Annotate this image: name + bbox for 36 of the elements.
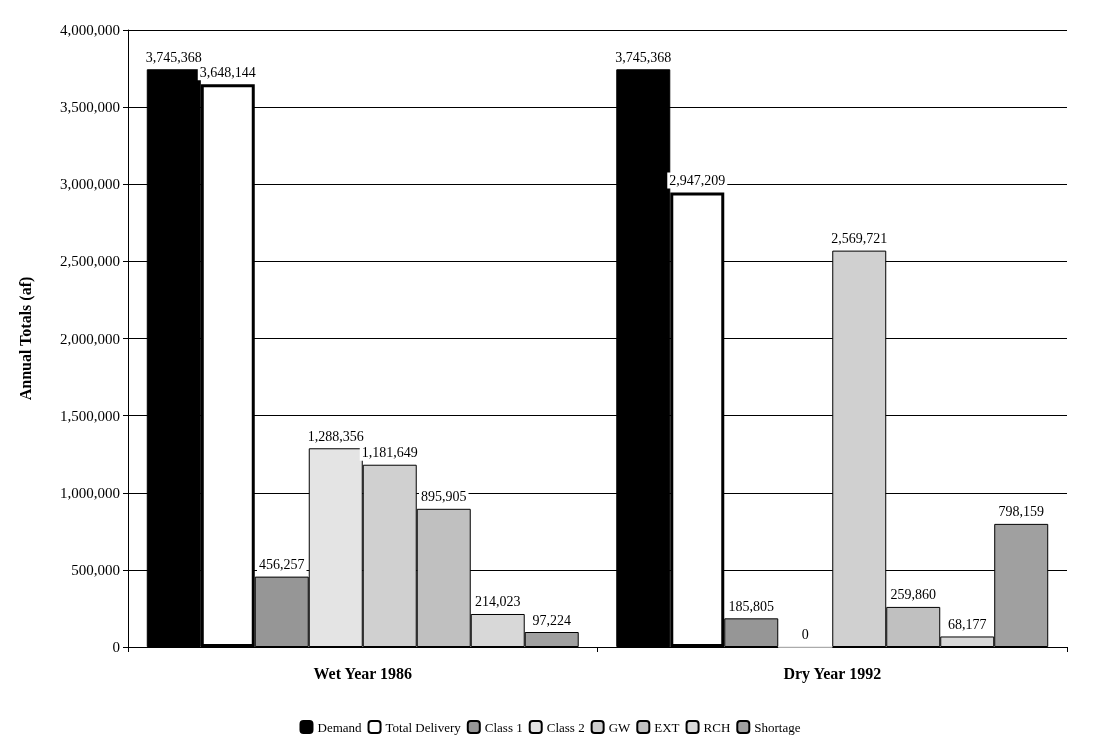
legend-label: Demand xyxy=(317,719,363,735)
y-tick-label: 2,000,000 xyxy=(60,330,120,347)
data-label: 3,745,368 xyxy=(145,49,202,65)
data-label: 97,224 xyxy=(532,612,571,628)
data-label: 2,569,721 xyxy=(831,231,888,247)
legend-label: Class 1 xyxy=(484,719,523,735)
data-label: 456,257 xyxy=(259,557,305,573)
data-label: 2,947,209 xyxy=(669,172,726,188)
y-axis-title: Annual Totals (af) xyxy=(16,276,35,401)
legend-label: RCH xyxy=(703,719,731,735)
data-label: 3,648,144 xyxy=(199,64,256,80)
data-label: 185,805 xyxy=(728,598,775,614)
legend-label: Class 2 xyxy=(546,719,585,735)
data-label: 895,905 xyxy=(420,489,467,505)
data-label: 68,177 xyxy=(947,616,987,632)
legend-label: GW xyxy=(608,719,632,735)
legend-label: Shortage xyxy=(754,719,801,735)
legend-label: Total Delivery xyxy=(385,719,462,735)
y-tick-label: 3,500,000 xyxy=(60,99,120,116)
y-tick-label: 1,000,000 xyxy=(60,484,120,501)
x-tick-label: Wet Year 1986 xyxy=(313,664,413,682)
data-label: 1,181,649 xyxy=(361,445,418,461)
data-label: 0 xyxy=(801,627,809,642)
data-label: 1,288,356 xyxy=(307,428,364,444)
y-tick-label: 4,000,000 xyxy=(60,22,120,38)
data-label: 214,023 xyxy=(474,594,521,610)
y-tick-label: 2,500,000 xyxy=(60,253,120,270)
y-tick-label: 1,500,000 xyxy=(60,407,120,424)
data-label: 798,159 xyxy=(998,504,1044,520)
x-tick-label: Dry Year 1992 xyxy=(783,664,882,683)
y-tick-label: 3,000,000 xyxy=(60,176,120,193)
y-tick-label: 500,000 xyxy=(71,561,120,578)
legend-label: EXT xyxy=(654,719,680,735)
data-label: 3,745,368 xyxy=(615,49,672,65)
y-tick-label: 0 xyxy=(112,639,120,655)
data-label: 259,860 xyxy=(890,587,936,603)
